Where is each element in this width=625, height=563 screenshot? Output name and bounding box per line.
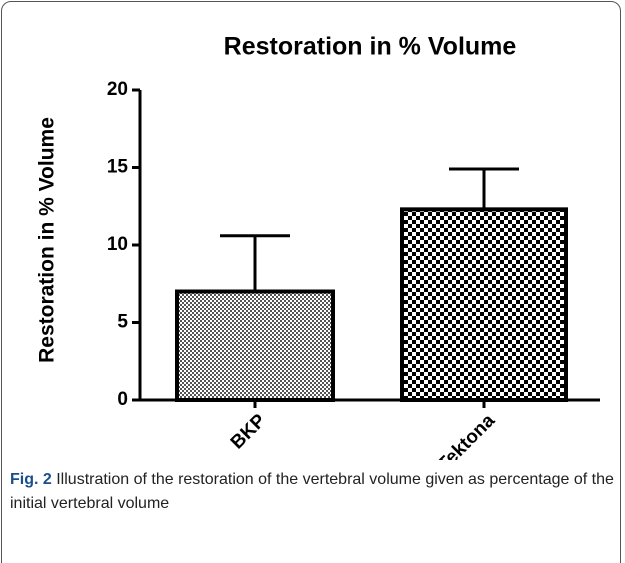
caption: Fig. 2 Illustration of the restoration o…: [10, 468, 620, 516]
bar: [175, 289, 335, 402]
y-tick-label: 20: [107, 79, 128, 100]
chart: Restoration in % Volume Restoration in %…: [36, 33, 600, 460]
caption-text: Illustration of the restoration of the v…: [10, 471, 614, 512]
y-tick-label: 5: [117, 312, 128, 333]
y-axis-label: Restoration in % Volume: [36, 117, 59, 363]
chart-title: Restoration in % Volume: [224, 33, 517, 61]
x-tick-label: Tektona: [434, 410, 500, 460]
y-tick-label: 10: [107, 234, 128, 255]
y-tick-label: 15: [107, 157, 129, 178]
caption-label: Fig. 2: [10, 471, 52, 488]
y-tick-label: 0: [117, 389, 128, 410]
bar: [400, 207, 568, 402]
x-tick-label: BKP: [227, 410, 270, 453]
